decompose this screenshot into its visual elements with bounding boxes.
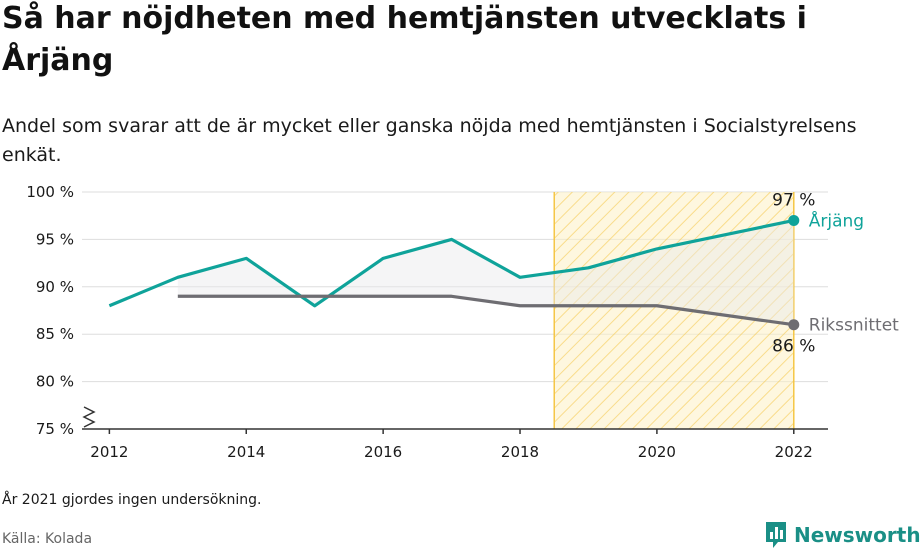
difference-area [177, 220, 794, 325]
x-tick-label: 2018 [501, 443, 539, 461]
highlight-hatch [554, 192, 794, 429]
series-line-arjang [108, 218, 795, 308]
y-tick-label: 75 % [36, 420, 74, 438]
brand-logo: Newsworthy [764, 520, 920, 550]
y-tick-label: 85 % [36, 325, 74, 343]
chart-title: Så har nöjdheten med hemtjänsten utveckl… [2, 1, 807, 78]
source-text: Källa: Kolada [2, 531, 93, 547]
y-tick-label: 80 % [36, 373, 74, 391]
x-tick-label: 2014 [227, 443, 265, 461]
x-tick-label: 2012 [90, 443, 128, 461]
y-tick-label: 90 % [36, 278, 74, 296]
chart-subtitle: Andel som svarar att de är mycket eller … [2, 115, 857, 166]
x-tick-label: 2020 [638, 443, 676, 461]
series-line-riksnitt [177, 294, 794, 327]
y-tick-label: 100 % [26, 183, 74, 201]
footnote: År 2021 gjordes ingen undersökning. [2, 492, 262, 508]
x-tick-label: 2022 [775, 443, 813, 461]
end-point-riksnitt [788, 319, 800, 331]
y-tick-label: 95 % [36, 230, 74, 248]
series-label-arjang: Årjäng [809, 209, 864, 231]
series-label-riksnitt: Rikssnittet [809, 316, 899, 336]
line-chart: 75 % 80 % 85 % 90 % 95 % 100 % 2012 2014 2016 201… [26, 183, 899, 461]
bar-chart-logo-icon [766, 522, 786, 548]
brand-name: Newsworthy [794, 523, 920, 547]
axis-break-icon [82, 406, 96, 428]
end-value-label-arjang: 97 % [772, 190, 815, 210]
end-value-label-riksnitt: 86 % [772, 337, 815, 357]
x-tick-label: 2016 [364, 443, 402, 461]
end-point-arjang [788, 214, 800, 226]
